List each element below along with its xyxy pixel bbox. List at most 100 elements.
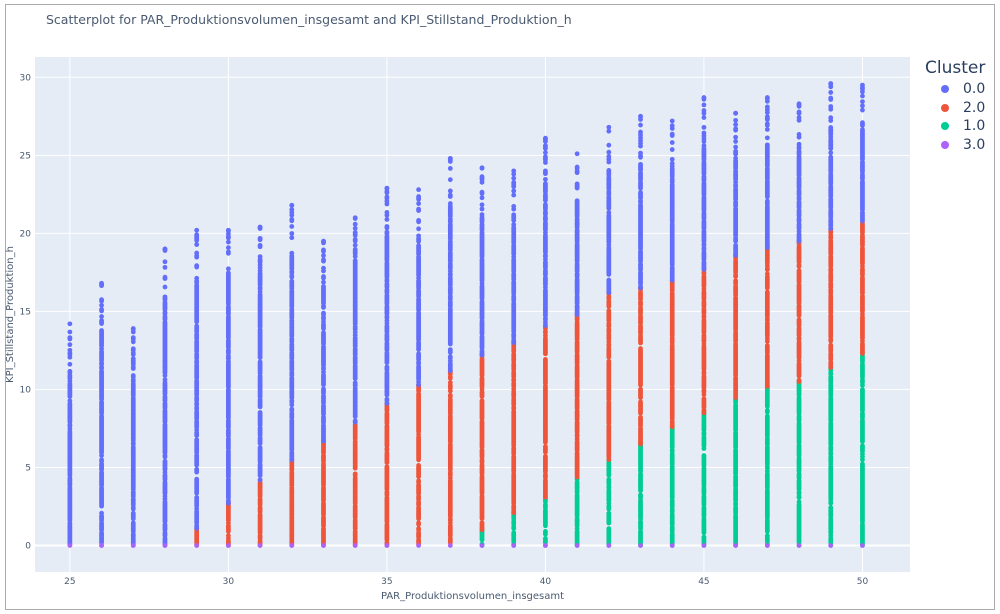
data-point-cluster-3	[225, 543, 231, 548]
data-point-cluster-blue	[606, 210, 612, 215]
data-point-cluster-blue	[321, 247, 326, 253]
data-point-cluster-blue	[67, 368, 73, 374]
data-point-cluster-blue	[764, 142, 770, 148]
data-point-cluster-blue	[194, 323, 200, 329]
data-point-cluster-blue	[162, 246, 168, 252]
data-point-cluster-blue	[416, 201, 422, 206]
data-point-cluster-red	[606, 308, 612, 314]
data-point-cluster-blue	[543, 168, 548, 174]
data-point-cluster-blue	[574, 151, 580, 157]
data-point-cluster-blue	[130, 335, 136, 340]
data-point-cluster-green	[764, 408, 770, 414]
data-point-cluster-blue	[479, 195, 485, 201]
data-point-cluster-blue	[130, 373, 136, 378]
data-point-cluster-blue	[321, 386, 326, 392]
data-point-cluster-3	[511, 543, 517, 548]
data-point-cluster-blue	[321, 310, 326, 316]
data-point-cluster-blue	[257, 242, 263, 248]
data-point-cluster-blue	[638, 161, 643, 167]
data-point-cluster-3	[733, 543, 739, 548]
data-point-cluster-blue	[669, 140, 675, 145]
data-point-cluster-red	[384, 464, 390, 470]
data-point-cluster-red	[638, 399, 643, 405]
data-point-cluster-blue	[194, 466, 200, 472]
data-point-cluster-blue	[733, 155, 739, 161]
data-point-cluster-blue	[289, 406, 295, 412]
data-point-cluster-red	[701, 396, 707, 402]
data-point-cluster-blue	[701, 95, 707, 100]
data-point-cluster-blue	[606, 168, 612, 173]
data-point-cluster-red	[796, 377, 802, 383]
data-point-cluster-red	[479, 520, 485, 526]
x-axis-label: PAR_Produktionsvolumen_insgesamt	[381, 591, 564, 602]
data-point-cluster-blue	[606, 142, 612, 148]
data-point-cluster-blue	[606, 124, 612, 130]
data-point-cluster-blue	[638, 113, 643, 119]
data-point-cluster-blue	[67, 329, 73, 335]
data-point-cluster-blue	[352, 221, 358, 227]
data-point-cluster-blue	[511, 203, 517, 209]
data-point-cluster-blue	[733, 126, 739, 132]
data-point-cluster-blue	[733, 122, 739, 127]
data-point-cluster-blue	[99, 318, 104, 324]
data-point-cluster-blue	[225, 266, 231, 272]
data-point-cluster-blue	[733, 110, 739, 116]
data-point-cluster-blue	[606, 149, 612, 155]
data-point-cluster-blue	[416, 226, 422, 232]
data-point-cluster-blue	[447, 188, 453, 194]
data-point-cluster-blue	[764, 114, 770, 120]
data-point-cluster-blue	[194, 227, 200, 233]
data-point-cluster-blue	[194, 275, 200, 281]
data-point-cluster-blue	[257, 445, 263, 451]
data-point-cluster-blue	[511, 180, 517, 185]
data-point-cluster-green	[701, 534, 707, 540]
data-point-cluster-blue	[543, 150, 548, 156]
y-axis-label: KPI_Stillstand_Produktion_h	[5, 246, 16, 383]
data-point-cluster-blue	[289, 217, 295, 222]
data-point-cluster-blue	[764, 198, 770, 204]
data-point-cluster-green	[543, 529, 548, 534]
data-point-cluster-blue	[543, 135, 548, 141]
data-point-cluster-blue	[99, 302, 104, 308]
data-point-cluster-blue	[194, 437, 200, 443]
data-point-cluster-blue	[733, 134, 739, 140]
data-point-cluster-blue	[701, 115, 707, 120]
data-point-cluster-blue	[543, 176, 548, 182]
data-point-cluster-red	[543, 453, 548, 459]
data-point-cluster-3	[352, 543, 358, 548]
data-point-cluster-green	[606, 477, 612, 482]
data-point-cluster-blue	[733, 117, 739, 123]
data-point-cluster-green	[764, 413, 770, 419]
data-point-cluster-blue	[352, 230, 358, 235]
data-point-cluster-blue	[162, 377, 168, 383]
data-point-cluster-blue	[733, 242, 739, 248]
data-point-cluster-blue	[447, 166, 453, 171]
data-point-cluster-blue	[543, 202, 548, 208]
data-point-cluster-blue	[701, 130, 707, 136]
data-point-cluster-blue	[321, 330, 326, 336]
data-point-cluster-blue	[194, 495, 200, 500]
data-point-cluster-3	[321, 543, 326, 548]
y-tick-label: 15	[20, 307, 31, 317]
data-point-cluster-red	[543, 444, 548, 449]
data-point-cluster-blue	[67, 361, 73, 367]
data-point-cluster-blue	[701, 102, 707, 108]
data-point-cluster-blue	[574, 164, 580, 170]
data-point-cluster-blue	[669, 161, 675, 166]
data-point-cluster-blue	[321, 253, 326, 258]
data-point-cluster-3	[67, 543, 73, 548]
data-point-cluster-blue	[416, 233, 422, 239]
data-point-cluster-blue	[447, 156, 453, 161]
data-point-cluster-blue	[511, 168, 517, 174]
data-point-cluster-red	[638, 346, 643, 351]
data-point-cluster-blue	[225, 249, 231, 255]
data-point-cluster-red	[447, 392, 453, 398]
data-point-cluster-blue	[638, 190, 643, 195]
data-point-cluster-blue	[289, 207, 295, 213]
data-point-cluster-blue	[130, 346, 136, 352]
data-point-cluster-red	[416, 526, 422, 532]
data-point-cluster-blue	[289, 250, 295, 256]
data-point-cluster-3	[194, 543, 200, 548]
data-point-cluster-blue	[764, 104, 770, 110]
